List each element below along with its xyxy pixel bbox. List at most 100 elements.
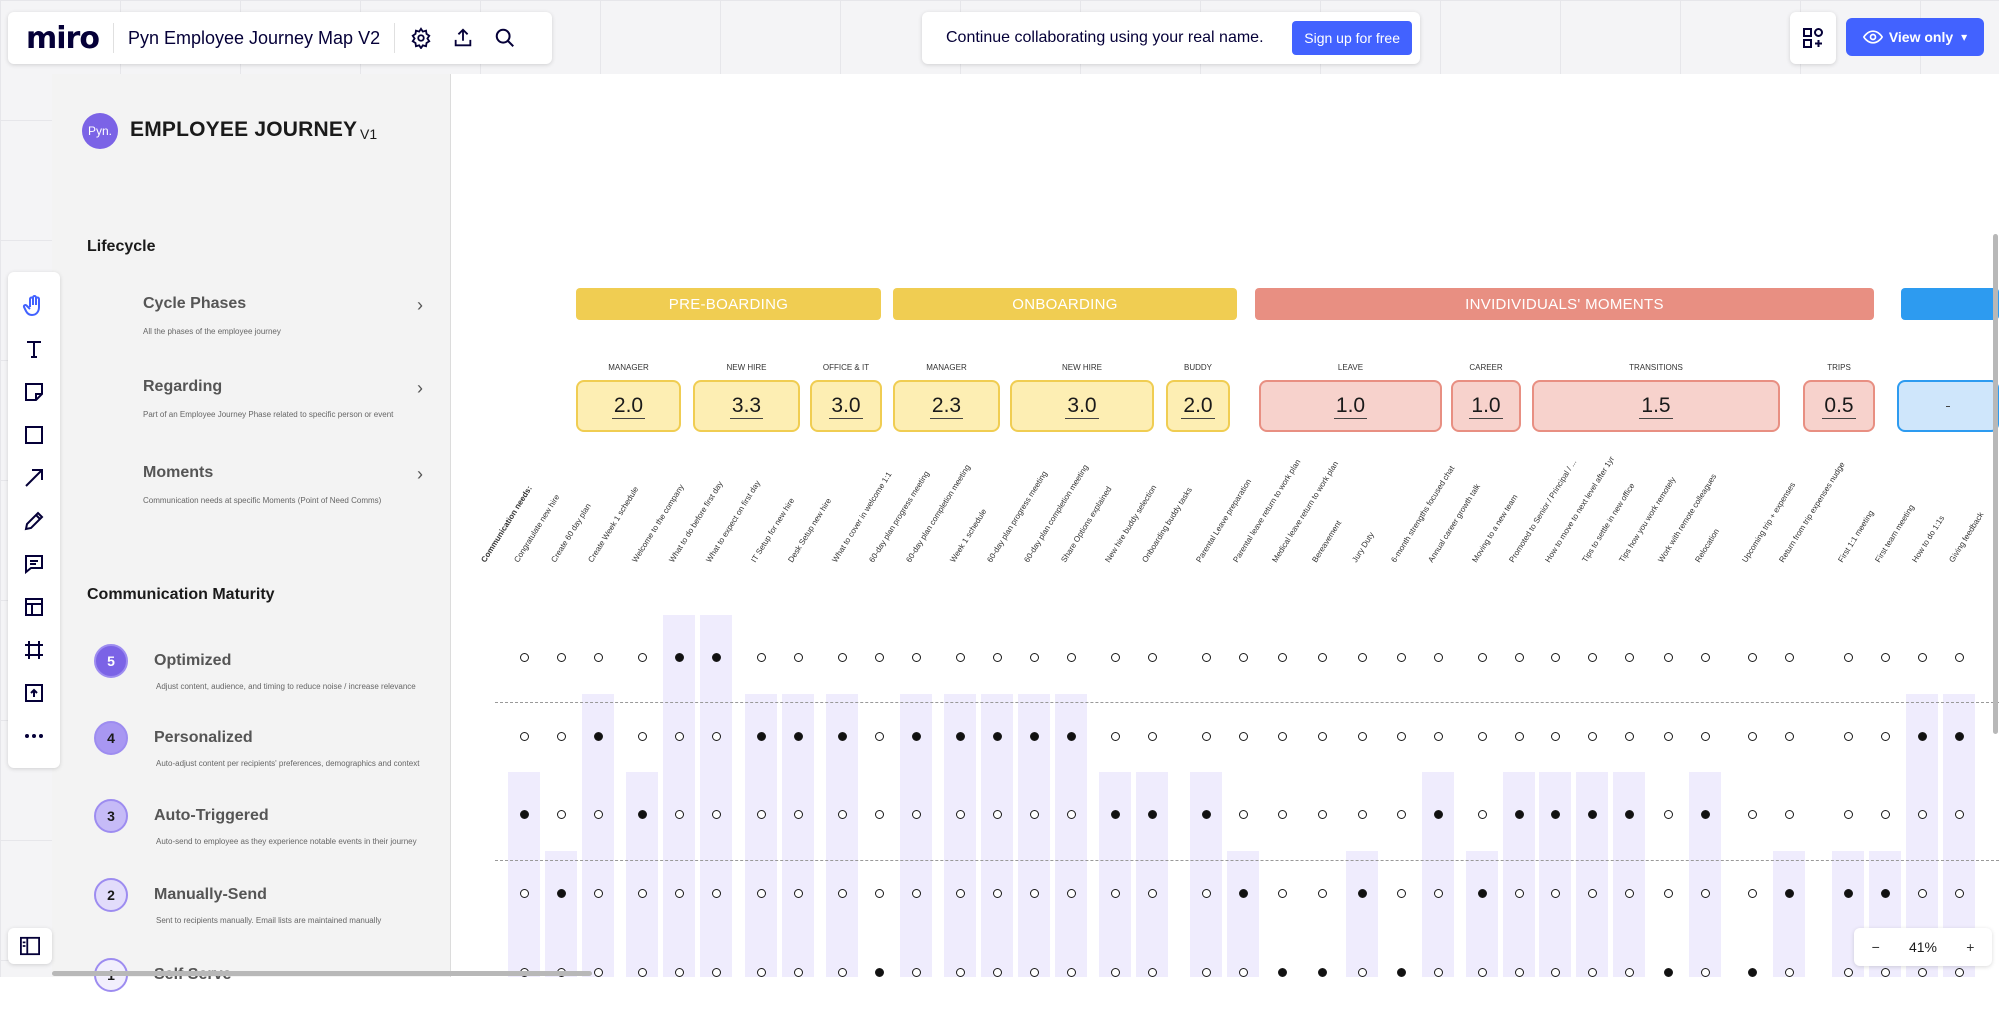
maturity-dot	[1111, 889, 1120, 898]
collab-message: Continue collaborating using your real n…	[946, 29, 1264, 46]
lifecycle-item[interactable]: Regarding › Part of an Employee Journey Ph…	[143, 378, 423, 419]
maturity-dot	[1478, 653, 1487, 662]
board-canvas[interactable]: Pyn. EMPLOYEE JOURNEY V1 Lifecycle Cycle…	[0, 0, 1999, 992]
maturity-dot	[757, 732, 766, 741]
regarding-role: OFFICE & IT	[822, 363, 870, 372]
maturity-bar	[1689, 772, 1721, 977]
regarding-score-card[interactable]: 3.0	[810, 380, 882, 432]
comment-icon[interactable]	[20, 550, 48, 578]
maturity-level: 1Self Serve	[94, 958, 434, 1018]
regarding-score-card[interactable]: 2.3	[893, 380, 1000, 432]
phase-header[interactable]: PRE-BOARDING	[576, 288, 881, 320]
maturity-level-label: Optimized	[154, 652, 232, 669]
horizontal-scrollbar[interactable]	[52, 971, 592, 976]
pen-icon[interactable]	[20, 507, 48, 535]
arrow-icon[interactable]	[20, 464, 48, 492]
maturity-dot	[1515, 810, 1524, 819]
maturity-dot	[1664, 968, 1673, 977]
maturity-dot	[1030, 968, 1039, 977]
frame-icon[interactable]	[20, 636, 48, 664]
vertical-scrollbar[interactable]	[1993, 234, 1998, 734]
maturity-level-label: Personalized	[154, 729, 253, 746]
maturity-dot	[1434, 968, 1443, 977]
regarding-score-card[interactable]: 3.0	[1010, 380, 1154, 432]
maturity-bar	[1503, 772, 1535, 977]
maturity-dot	[1844, 889, 1853, 898]
upload-tool-icon[interactable]	[20, 679, 48, 707]
maturity-dot	[1148, 810, 1157, 819]
creation-toolbar	[8, 272, 60, 768]
maturity-dot	[1239, 968, 1248, 977]
maturity-dot	[1030, 653, 1039, 662]
phase-header[interactable]: INVIDIVIDUALS' MOMENTS	[1255, 288, 1874, 320]
maturity-dot	[557, 732, 566, 741]
maturity-dot	[1478, 889, 1487, 898]
more-icon[interactable]	[20, 722, 48, 750]
maturity-dot	[1239, 653, 1248, 662]
maturity-dot	[594, 810, 603, 819]
maturity-dot	[1664, 810, 1673, 819]
maturity-level-label: Auto-Triggered	[154, 807, 269, 824]
regarding-score-card[interactable]: 1.0	[1451, 380, 1521, 432]
lifecycle-title: Lifecycle	[87, 238, 156, 255]
sticky-note-icon[interactable]	[20, 378, 48, 406]
regarding-score-card[interactable]: 0.5	[1803, 380, 1875, 432]
regarding-score: 3.0	[829, 393, 863, 419]
maturity-dot	[838, 810, 847, 819]
lifecycle-item-desc: All the phases of the employee journey	[143, 327, 281, 336]
signup-button[interactable]: Sign up for free	[1292, 21, 1412, 55]
zoom-in-button[interactable]: +	[1966, 939, 1975, 955]
regarding-score-card[interactable]: 1.0	[1259, 380, 1442, 432]
miro-logo[interactable]: miro	[26, 20, 100, 56]
divider-line-upper	[495, 702, 1999, 703]
maturity-level: 4 Personalized Auto-adjust content per rec…	[94, 721, 434, 781]
regarding-role: NEW HIRE	[726, 363, 767, 372]
regarding-score-card[interactable]: 3.3	[693, 380, 800, 432]
lifecycle-item[interactable]: Moments › Communication needs at specific …	[143, 464, 423, 505]
maturity-bar	[700, 615, 732, 977]
apps-button[interactable]	[1790, 12, 1836, 64]
maturity-dot	[1881, 732, 1890, 741]
board-header: miro Pyn Employee Journey Map V2	[8, 12, 552, 64]
panel-toggle-button[interactable]	[8, 928, 52, 964]
maturity-dot	[1478, 810, 1487, 819]
maturity-dot	[1918, 889, 1927, 898]
frame-template-icon[interactable]	[20, 593, 48, 621]
maturity-dot	[1111, 653, 1120, 662]
settings-icon[interactable]	[409, 26, 433, 50]
regarding-score-card[interactable]	[1897, 380, 1999, 432]
maturity-dot	[757, 810, 766, 819]
upload-icon[interactable]	[451, 26, 475, 50]
maturity-dot	[1955, 889, 1964, 898]
text-icon[interactable]	[20, 335, 48, 363]
board-title[interactable]: Pyn Employee Journey Map V2	[127, 27, 381, 48]
maturity-dot	[1625, 968, 1634, 977]
maturity-dot	[638, 653, 647, 662]
maturity-dot	[1515, 653, 1524, 662]
regarding-score-card[interactable]: 2.0	[576, 380, 681, 432]
view-only-button[interactable]: View only ▾	[1846, 18, 1984, 56]
maturity-bar	[545, 851, 577, 977]
maturity-bar	[944, 694, 976, 977]
search-icon[interactable]	[493, 26, 517, 50]
phase-header[interactable]: ONBOARDING	[893, 288, 1237, 320]
maturity-dot	[1067, 889, 1076, 898]
maturity-dot	[675, 889, 684, 898]
shape-icon[interactable]	[20, 421, 48, 449]
maturity-dot	[675, 653, 684, 662]
regarding-score-card[interactable]: 1.5	[1532, 380, 1780, 432]
regarding-score-card[interactable]: 2.0	[1166, 380, 1230, 432]
maturity-level-badge: 2	[94, 878, 128, 912]
phase-header[interactable]	[1901, 288, 1999, 320]
maturity-dot	[638, 810, 647, 819]
maturity-dot	[1278, 810, 1287, 819]
lifecycle-item[interactable]: Cycle Phases › All the phases of the emplo…	[143, 295, 423, 336]
maturity-dot	[1588, 732, 1597, 741]
maturity-dot	[1701, 732, 1710, 741]
zoom-out-button[interactable]: −	[1871, 939, 1880, 955]
maturity-level-desc: Auto-adjust content per recipients' pref…	[156, 759, 420, 768]
maturity-dot	[1318, 889, 1327, 898]
hand-icon[interactable]	[20, 292, 48, 320]
zoom-level[interactable]: 41%	[1908, 939, 1937, 955]
maturity-dot	[594, 732, 603, 741]
